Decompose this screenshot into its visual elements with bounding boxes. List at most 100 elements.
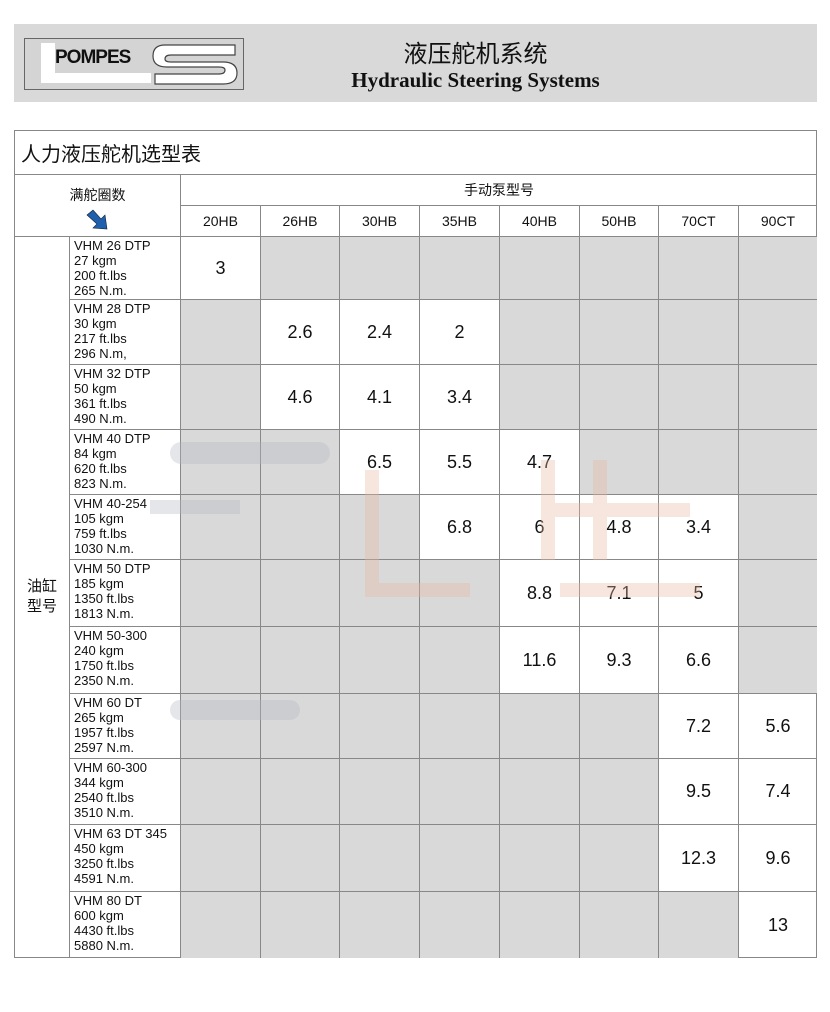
pump-header-40hb: 40HB [500,206,580,237]
model-name: VHM 26 DTP [74,238,151,253]
empty-cell [739,237,817,300]
empty-cell [340,892,420,958]
turns-value-cell: 2.4 [340,300,420,365]
model-spec: 490 N.m. [74,411,127,426]
empty-cell [340,237,420,300]
empty-cell [739,430,817,495]
turns-value-cell: 5.6 [739,694,817,759]
empty-cell [739,495,817,560]
turns-value-cell: 8.8 [500,560,580,627]
empty-cell [261,759,340,825]
cylinder-model-cell: VHM 80 DT 600 kgm 4430 ft.lbs 5880 N.m. [70,892,181,958]
turns-value-cell: 9.5 [659,759,739,825]
turns-value-cell: 5 [659,560,739,627]
empty-cell [261,825,340,892]
cylinder-model-cell: VHM 50 DTP 185 kgm 1350 ft.lbs 1813 N.m. [70,560,181,627]
empty-cell [181,892,261,958]
empty-cell [500,759,580,825]
model-name: VHM 32 DTP [74,366,151,381]
model-spec: 4591 N.m. [74,871,134,886]
empty-cell [500,694,580,759]
empty-cell [580,759,659,825]
empty-cell [181,300,261,365]
empty-cell [580,694,659,759]
empty-cell [181,430,261,495]
turns-value-cell: 4.7 [500,430,580,495]
cylinder-model-cell: VHM 40-254 105 kgm 759 ft.lbs 1030 N.m. [70,495,181,560]
model-spec: 450 kgm [74,841,124,856]
empty-cell [739,560,817,627]
model-name: VHM 40 DTP [74,431,151,446]
model-spec: 185 kgm [74,576,124,591]
empty-cell [261,430,340,495]
model-spec: 265 kgm [74,710,124,725]
pump-header-20hb: 20HB [181,206,261,237]
empty-cell [340,759,420,825]
empty-cell [659,892,739,958]
empty-cell [261,237,340,300]
model-spec: 105 kgm [74,511,124,526]
model-spec: 2350 N.m. [74,673,134,688]
turns-value-cell: 12.3 [659,825,739,892]
model-spec: 1750 ft.lbs [74,658,134,673]
empty-cell [500,300,580,365]
model-name: VHM 63 DT 345 [74,826,167,841]
empty-cell [261,627,340,694]
cylinder-group-label: 油缸型号 [26,578,57,615]
model-spec: 217 ft.lbs [74,331,127,346]
turns-value-cell: 7.1 [580,560,659,627]
corner-label: 满舵圈数 [69,187,126,203]
turns-value-cell: 6.8 [420,495,500,560]
empty-cell [420,627,500,694]
empty-cell [500,892,580,958]
cylinder-model-cell: VHM 26 DTP 27 kgm 200 ft.lbs 265 N.m. [70,237,181,300]
cylinder-model-cell: VHM 60 DT 265 kgm 1957 ft.lbs 2597 N.m. [70,694,181,759]
model-name: VHM 60 DT [74,695,142,710]
model-spec: 3250 ft.lbs [74,856,134,871]
model-spec: 84 kgm [74,446,117,461]
empty-cell [261,694,340,759]
cylinder-model-cell: VHM 28 DTP 30 kgm 217 ft.lbs 296 N.m, [70,300,181,365]
cylinder-model-cell: VHM 50-300 240 kgm 1750 ft.lbs 2350 N.m. [70,627,181,694]
pump-header-50hb: 50HB [580,206,659,237]
empty-cell [500,237,580,300]
model-spec: 823 N.m. [74,476,127,491]
empty-cell [580,892,659,958]
pump-header-35hb: 35HB [420,206,500,237]
model-spec: 759 ft.lbs [74,526,127,541]
empty-cell [420,560,500,627]
arrow-down-right-icon [86,209,107,230]
empty-cell [261,495,340,560]
empty-cell [340,627,420,694]
turns-value-cell: 7.2 [659,694,739,759]
page-header: POMPES 液压舵机系统 Hydraulic Steering Systems [14,24,817,102]
model-spec: 600 kgm [74,908,124,923]
cylinder-model-cell: VHM 63 DT 345 450 kgm 3250 ft.lbs 4591 N.m. [70,825,181,892]
turns-value-cell: 2 [420,300,500,365]
corner-cell: 满舵圈数 [15,175,181,237]
model-spec: 2597 N.m. [74,740,134,755]
model-name: VHM 80 DT [74,893,142,908]
empty-cell [181,759,261,825]
turns-value-cell: 4.1 [340,365,420,430]
empty-cell [420,759,500,825]
empty-cell [500,825,580,892]
empty-cell [181,627,261,694]
cylinder-group-header: 油缸型号 [15,237,70,958]
selection-table: 人力液压舵机选型表 满舵圈数 手动泵型号 油缸型号 20HB 26HB 30HB 35… [14,130,817,958]
empty-cell [181,825,261,892]
pump-header-90ct: 90CT [739,206,817,237]
empty-cell [580,237,659,300]
empty-cell [580,825,659,892]
empty-cell [580,300,659,365]
turns-value-cell: 3 [181,237,261,300]
model-name: VHM 40-254 [74,496,147,511]
empty-cell [659,237,739,300]
model-spec: 1030 N.m. [74,541,134,556]
model-spec: 265 N.m. [74,283,127,298]
s-logo-icon [152,44,238,85]
model-spec: 296 N.m, [74,346,127,361]
turns-value-cell: 6.5 [340,430,420,495]
title-english: Hydraulic Steering Systems [351,68,600,92]
model-spec: 1957 ft.lbs [74,725,134,740]
